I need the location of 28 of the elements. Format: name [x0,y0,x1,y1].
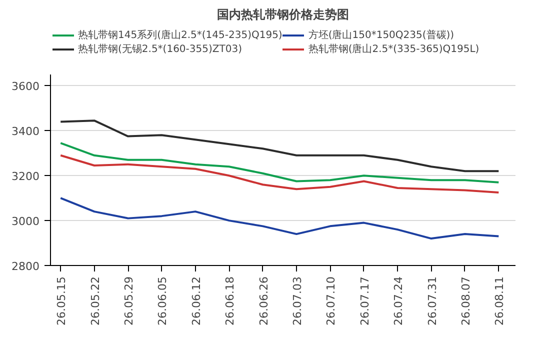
x-tick-label: 26.07.17 [358,276,372,326]
line-series [60,142,500,184]
x-tick-label: 26.07.10 [324,276,338,326]
x-tick-label: 26.05.15 [55,276,68,326]
x-tick-label: 26.07.31 [426,276,439,326]
legend-label: 方坯(唐山150*150Q235(普碳)) [308,28,454,42]
x-tick-label: 26.07.03 [290,276,304,326]
y-tick-label: 2800 [12,260,40,273]
x-tick-label: 26.06.18 [224,276,237,326]
y-tick-label: 3000 [12,215,40,228]
y-tick-label: 3200 [12,170,40,184]
line-series [60,120,500,172]
x-tick-label: 26.08.07 [459,276,472,326]
x-tick-label: 26.05.29 [122,276,136,326]
y-tick-label: 3600 [12,80,40,94]
line-series [60,154,500,194]
chart-title: 国内热轧带钢价格走势图 [217,8,349,22]
x-tick-label: 26.05.22 [88,276,102,326]
x-tick-label: 26.06.26 [257,276,270,326]
x-tick-label: 26.07.24 [392,276,406,326]
x-tick-label: 26.06.05 [156,276,170,326]
legend-label: 热轧带钢145系列(唐山2.5*(145-235)Q195) [78,28,282,42]
line-series [60,197,500,240]
x-tick-label: 26.06.12 [190,276,203,326]
legend-label: 热轧带钢(无锡2.5*(160-355)ZT03) [78,42,242,56]
x-tick-label: 26.08.11 [493,276,506,326]
legend-label: 热轧带钢(唐山2.5*(335-365)Q195L) [308,42,480,56]
y-tick-label: 3400 [12,125,40,138]
